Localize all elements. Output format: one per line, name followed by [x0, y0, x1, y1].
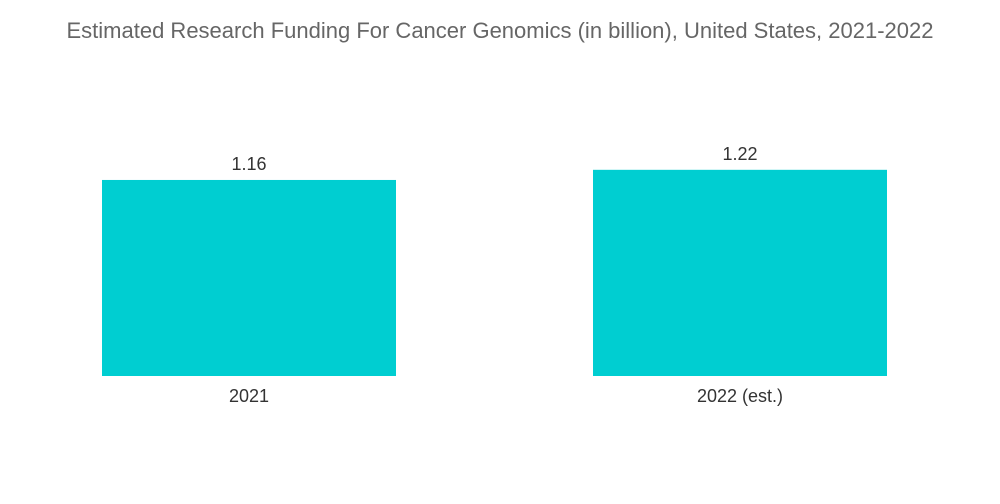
bar-2	[593, 169, 887, 376]
category-label-2: 2022 (est.)	[697, 386, 783, 406]
value-label-2: 1.22	[722, 144, 757, 164]
bars-group	[102, 169, 887, 376]
category-label-1: 2021	[229, 386, 269, 406]
value-labels-group: 1.16 1.22	[231, 144, 757, 174]
chart-title: Estimated Research Funding For Cancer Ge…	[66, 18, 934, 43]
bar-1	[102, 179, 396, 376]
category-labels-group: 2021 2022 (est.)	[229, 386, 783, 406]
value-label-1: 1.16	[231, 154, 266, 174]
